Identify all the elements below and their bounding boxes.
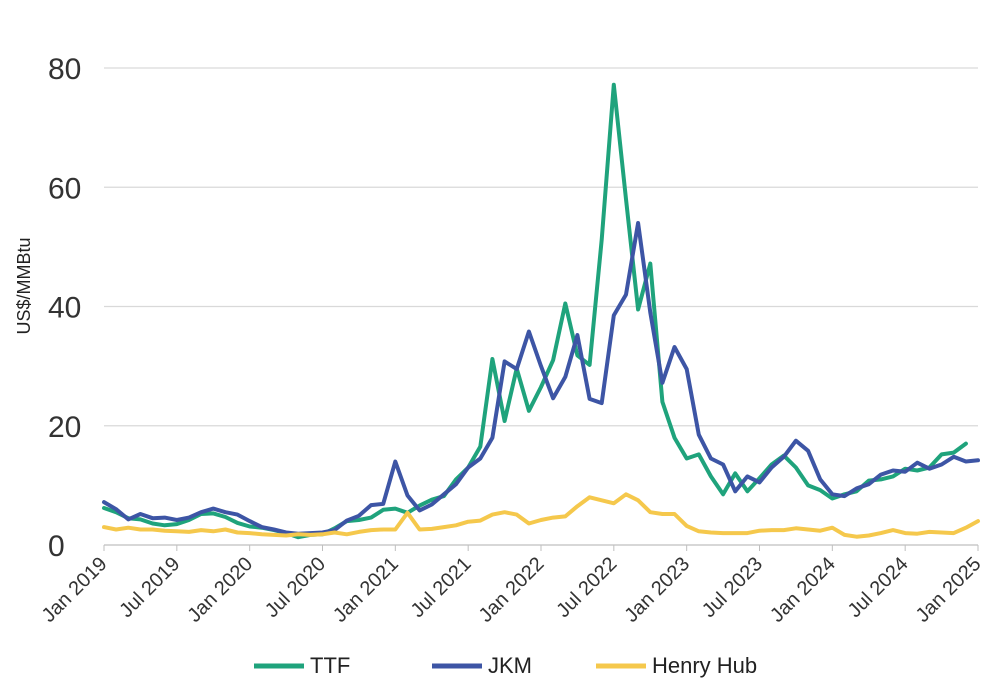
x-tick-label: Jul 2020 (261, 553, 330, 622)
x-tick-label: Jan 2022 (475, 553, 549, 627)
x-tick-label: Jul 2023 (698, 553, 767, 622)
x-tick-label: Jul 2024 (844, 553, 913, 622)
y-tick-label: 40 (48, 292, 81, 325)
y-axis-label: US$/MMBtu (14, 237, 34, 334)
series-line-jkm (102, 221, 980, 536)
series-line-ttf (102, 82, 968, 540)
series-lines (102, 82, 980, 540)
x-tick-label: Jan 2024 (766, 553, 840, 627)
legend-label: Henry Hub (652, 653, 757, 678)
legend: TTF JKM Henry Hub (254, 653, 757, 678)
y-tick-label: 80 (48, 53, 81, 86)
x-tick-label: Jan 2019 (38, 553, 112, 627)
x-tick-label: Jul 2021 (407, 553, 476, 622)
y-axis-ticks: 0 20 40 60 80 (48, 53, 81, 563)
legend-label: TTF (310, 653, 350, 678)
y-tick-label: 20 (48, 411, 81, 444)
x-tick-label: Jul 2022 (552, 553, 621, 622)
y-tick-label: 60 (48, 172, 81, 205)
x-tick-label: Jan 2020 (183, 553, 257, 627)
x-axis-ticks: Jan 2019 Jul 2019 Jan 2020 Jul 2020 Jan 2021… (38, 545, 986, 627)
series-line-henry-hub (102, 492, 980, 539)
x-tick-label: Jan 2025 (912, 553, 986, 627)
gridlines (104, 67, 978, 546)
x-tick-label: Jan 2021 (329, 553, 403, 627)
legend-label: JKM (488, 653, 532, 678)
x-tick-label: Jul 2019 (115, 553, 184, 622)
x-tick-label: Jan 2023 (620, 553, 694, 627)
y-tick-label: 0 (48, 530, 65, 563)
